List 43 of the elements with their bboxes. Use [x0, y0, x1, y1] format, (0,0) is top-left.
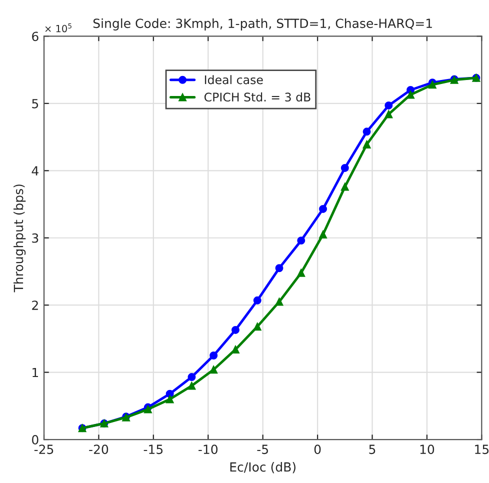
x-axis-title: Ec/Ioc (dB) [230, 462, 296, 474]
y-tick-label: 0 [32, 435, 38, 444]
point [297, 268, 306, 277]
point [253, 296, 262, 304]
point [253, 322, 262, 331]
x-tick-label: -5 [257, 444, 268, 454]
y-axis-title: Throughput (bps) [14, 184, 26, 292]
point [188, 373, 196, 382]
point [275, 264, 284, 272]
x-tick-label: -15 [144, 444, 163, 454]
y-tick-label: 5 [32, 99, 38, 108]
x-tick-label: 0 [314, 444, 321, 454]
point [319, 204, 328, 213]
legend-label: Ideal case [204, 75, 263, 84]
text: × 10$^{5}$ [45, 23, 72, 32]
point [362, 140, 371, 148]
point [210, 366, 218, 374]
point [297, 236, 306, 245]
chart-title: Single Code: 3Kmph, 1-path, STTD=1, Chase-HARQ=1 [93, 18, 432, 30]
x-tick-label: -20 [89, 444, 108, 454]
y-tick-label: 2 [32, 300, 38, 310]
legend-label: CPICH Std. = 3 dB [204, 92, 310, 102]
point [384, 110, 393, 118]
y-tick-label: 1 [32, 368, 38, 378]
point [340, 164, 349, 172]
y-tick-label: 4 [32, 166, 38, 176]
y-tick-label: 3 [32, 233, 38, 243]
point [319, 230, 328, 239]
point [340, 182, 349, 191]
x-tick-label: 10 [420, 444, 434, 454]
point [166, 395, 174, 404]
point [275, 298, 284, 306]
point [362, 128, 371, 136]
point [406, 90, 415, 99]
point [188, 382, 196, 390]
x-tick-label: 15 [475, 444, 489, 454]
y-tick-label: 6 [32, 32, 38, 42]
x-tick-label: 5 [369, 444, 376, 454]
point [210, 352, 218, 360]
x-tick-label: -25 [34, 444, 54, 454]
point [384, 101, 393, 110]
point [231, 326, 240, 334]
x-tick-label: -10 [198, 444, 218, 454]
